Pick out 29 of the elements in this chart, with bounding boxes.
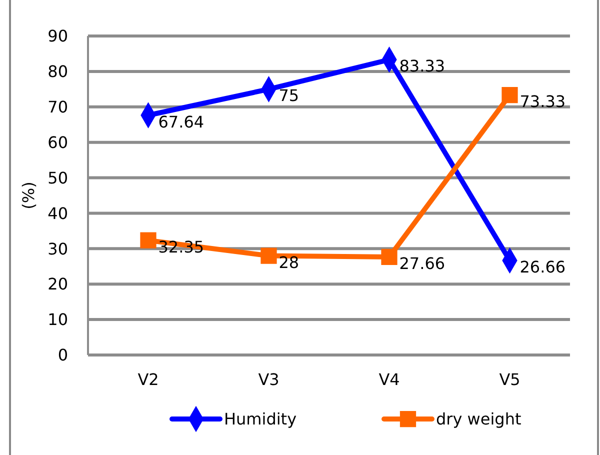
y-tick-label: 0 — [58, 346, 68, 365]
x-tick-label: V2 — [138, 370, 159, 389]
y-tick-label: 70 — [48, 97, 68, 116]
data-label: 73.33 — [520, 92, 566, 112]
y-tick-label: 10 — [48, 310, 68, 330]
y-tick-label: 80 — [48, 62, 68, 82]
y-tick-label: 50 — [48, 168, 68, 188]
legend-label: Humidity — [224, 410, 297, 429]
data-label: 75 — [278, 86, 300, 106]
data-label: 67.64 — [158, 112, 204, 132]
y-tick-label: 30 — [48, 239, 68, 258]
x-tick-label: V4 — [378, 370, 400, 389]
y-axis-title: (%) — [19, 182, 38, 210]
y-tick-label: 60 — [48, 132, 68, 152]
data-label: 27.66 — [399, 254, 446, 273]
y-tick-label: 40 — [48, 204, 68, 223]
point — [260, 248, 277, 264]
legend-label: dry weight — [436, 410, 522, 429]
data-label: 32.35 — [158, 237, 204, 256]
y-tick-label: 90 — [48, 26, 68, 46]
data-label: 26.66 — [520, 258, 566, 277]
x-tick-label: V5 — [499, 370, 520, 389]
point — [502, 87, 518, 104]
data-label: 28 — [278, 252, 300, 272]
x-tick-label: V3 — [258, 370, 280, 389]
data-label: 83.33 — [399, 56, 446, 76]
point — [140, 232, 156, 248]
y-tick-label: 20 — [48, 274, 68, 294]
point — [381, 248, 398, 266]
